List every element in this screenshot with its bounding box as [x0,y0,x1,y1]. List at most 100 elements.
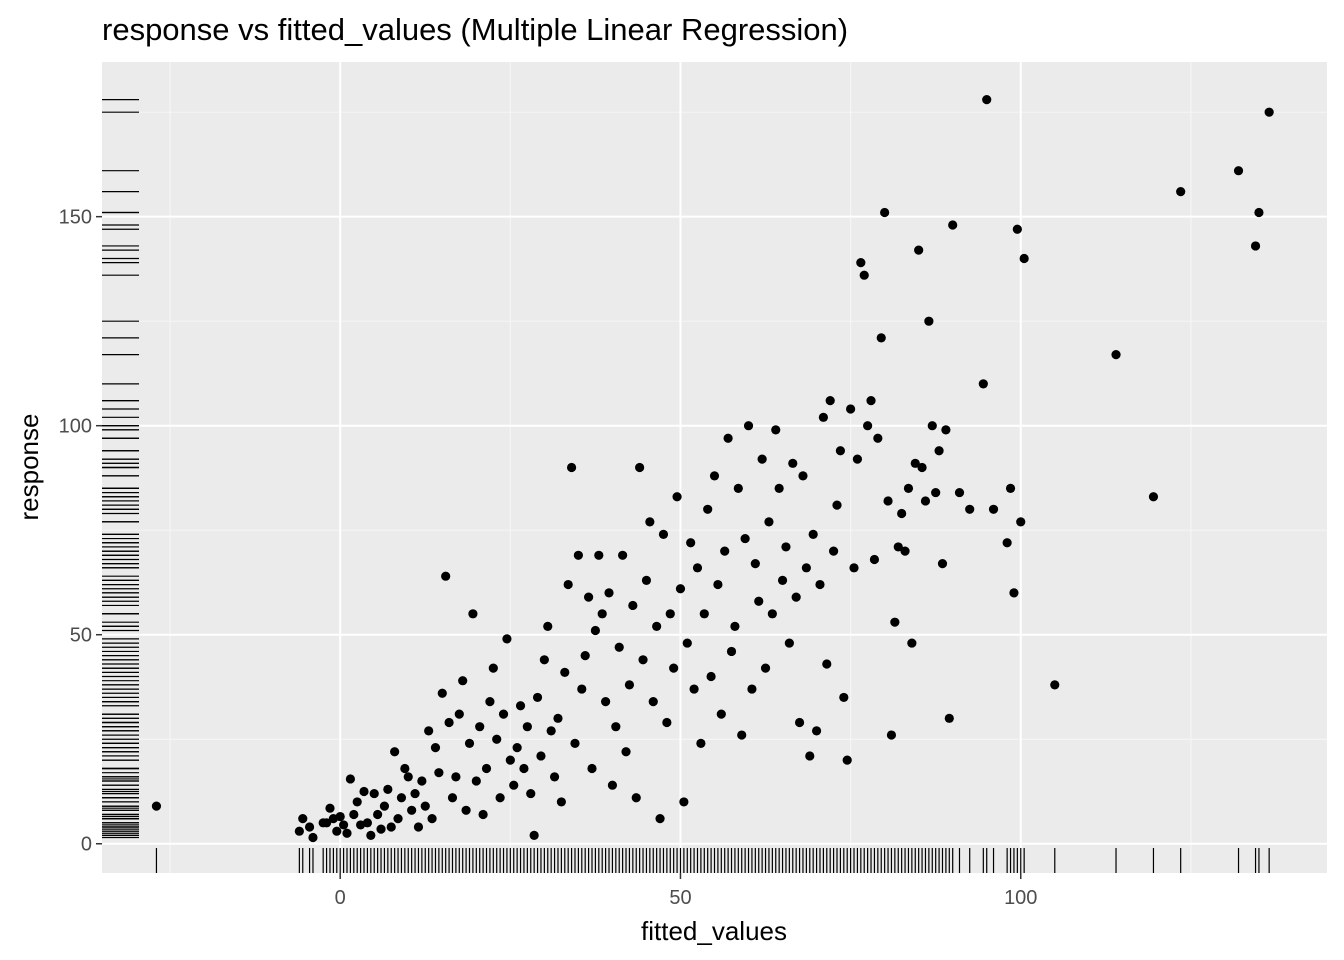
data-point [672,492,682,502]
data-point [832,500,842,510]
data-point [458,676,468,686]
data-point [434,768,444,778]
data-point [941,425,951,435]
data-point [543,621,553,631]
data-point [563,579,573,590]
data-point [747,684,757,694]
data-point [488,663,498,673]
data-point [934,446,944,456]
data-point [451,772,461,782]
data-point [447,793,458,803]
data-point [897,508,907,519]
data-point [509,780,519,790]
data-point [607,780,618,790]
data-point [580,651,590,661]
data-point [948,220,958,230]
data-point [750,559,760,569]
y-tick-label: 50 [70,625,92,647]
data-point [424,726,434,736]
data-point [645,517,655,527]
data-point [597,609,607,619]
data-point [618,550,628,560]
data-point [1009,588,1019,598]
x-axis-title: fitted_values [641,916,787,946]
x-tick-label: 0 [335,887,346,909]
data-point [757,454,767,464]
data-point [815,579,825,590]
data-point [856,258,866,268]
y-rug [102,99,139,839]
data-point [828,546,839,556]
data-point [342,828,352,838]
data-point [298,814,308,824]
data-point [665,609,675,619]
data-point [978,379,988,389]
data-point [924,316,934,326]
data-point [1002,538,1012,548]
data-point [822,659,832,669]
data-point [495,793,505,803]
data-points [151,95,1274,843]
data-point [662,717,672,728]
data-point [764,517,774,527]
data-point [849,563,859,573]
x-rug [155,848,1270,873]
data-point [873,433,883,443]
data-point [893,542,903,552]
data-point [880,207,890,218]
data-point [798,471,808,481]
data-point [835,446,846,456]
data-point [393,814,403,824]
data-point [781,542,791,552]
data-point [349,809,359,820]
data-point [669,663,679,673]
data-point [839,692,849,703]
data-point [376,824,386,834]
data-point [621,747,631,757]
data-point [573,550,583,560]
x-tick-label: 50 [669,887,691,909]
data-point [420,801,430,811]
data-point [771,425,781,435]
y-axis-ticks: 0 50 100 150 [59,207,102,856]
data-point [471,776,481,786]
data-point [549,772,560,782]
data-point [294,826,304,836]
data-point [461,805,471,815]
data-point [679,797,689,807]
data-point [907,638,917,648]
data-point [686,538,696,548]
data-point [737,730,747,740]
data-point [430,742,441,753]
major-gridlines [102,62,1327,873]
data-point [386,822,396,832]
data-point [730,621,740,631]
data-point [383,784,393,794]
data-point [464,738,475,749]
data-point [560,667,570,677]
data-point [886,730,897,740]
x-tick-label: 100 [1004,887,1037,909]
data-point [903,483,914,494]
data-point [1016,517,1026,527]
data-point [369,788,379,799]
data-point [1254,207,1264,218]
data-point [587,763,597,774]
data-point [692,563,703,573]
data-point [842,755,852,765]
data-point [910,458,920,468]
data-point [774,483,784,494]
data-point [754,596,764,606]
data-point [338,820,349,830]
data-point [988,504,999,514]
data-point [859,270,869,280]
data-point [427,814,437,824]
data-point [536,751,546,761]
y-tick-label: 100 [59,416,92,438]
data-point [481,763,492,774]
data-point [846,404,856,414]
data-point [927,421,937,431]
data-point [726,646,737,657]
data-point [801,563,811,573]
data-point [413,822,424,832]
